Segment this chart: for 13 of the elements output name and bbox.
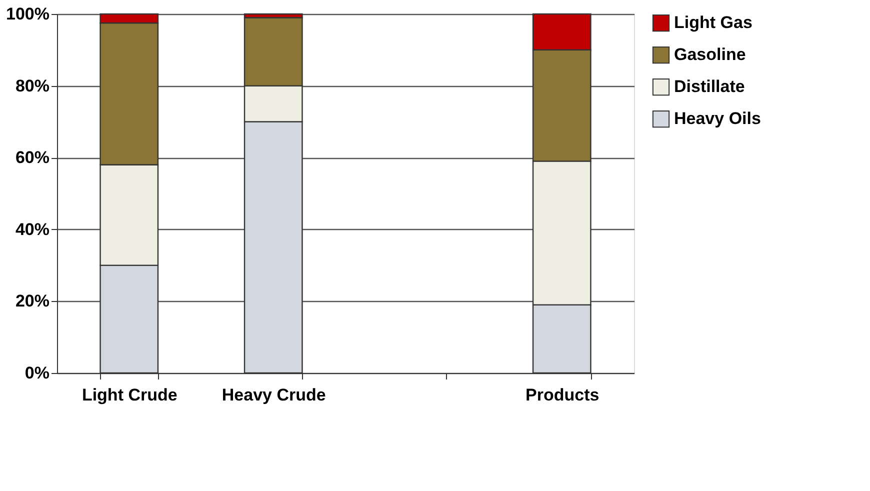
- y-tick-label: 60%: [15, 148, 50, 168]
- y-tick-label: 80%: [15, 76, 50, 96]
- legend-label: Gasoline: [674, 45, 746, 64]
- legend-label: Heavy Oils: [674, 109, 761, 128]
- y-tick-label: 0%: [24, 364, 50, 382]
- y-tick-label: 40%: [15, 220, 50, 239]
- y-tick-label: 20%: [15, 292, 50, 311]
- legend-label: Light Gas: [674, 13, 752, 32]
- x-tick-label: Light Crude: [82, 386, 178, 404]
- y-tick-label: 100%: [6, 4, 50, 24]
- x-tick-label: Products: [526, 386, 600, 404]
- x-tick-label: Heavy Crude: [222, 386, 326, 404]
- legend-label: Distillate: [674, 77, 745, 96]
